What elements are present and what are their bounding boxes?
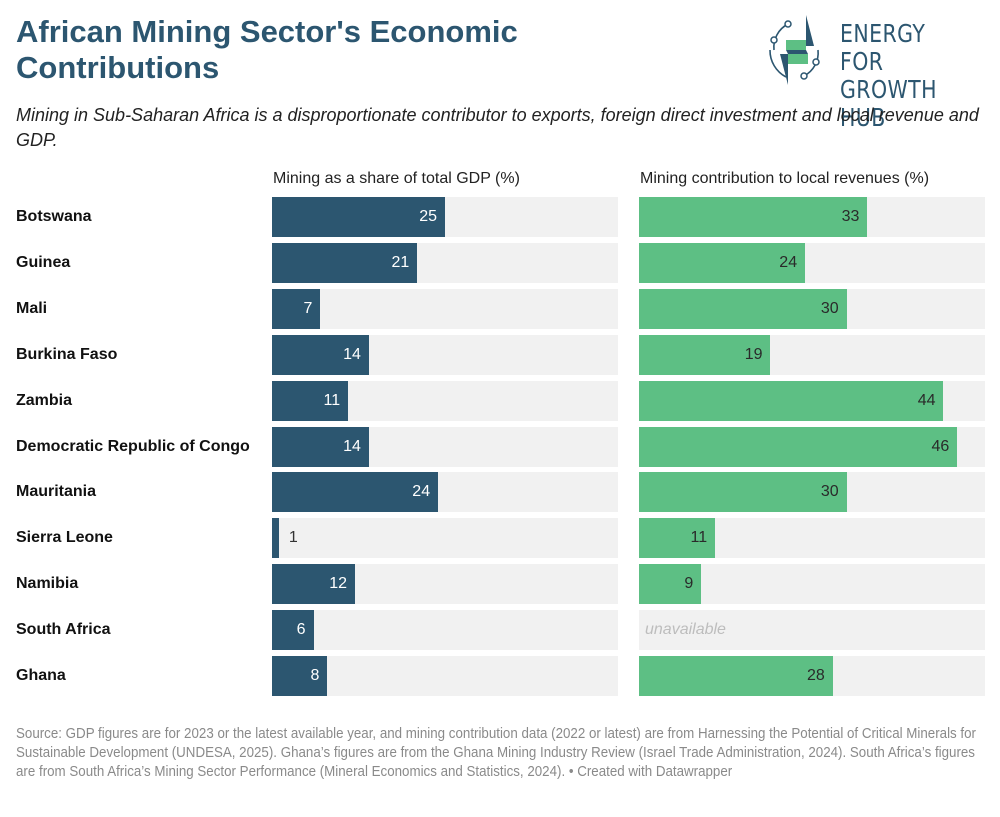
gdp-bar bbox=[272, 472, 439, 512]
logo-line-2: GROWTH HUB bbox=[840, 75, 937, 132]
gdp-value-label: 8 bbox=[310, 667, 320, 684]
gdp-bar-track: 8 bbox=[272, 656, 618, 696]
revenue-column-header: Mining contribution to local revenues (%… bbox=[640, 170, 930, 187]
revenue-bar bbox=[639, 197, 868, 237]
gdp-bar-track: 14 bbox=[272, 427, 618, 467]
gdp-bar-track: 25 bbox=[272, 197, 618, 237]
revenue-bar-track: 30 bbox=[639, 289, 985, 329]
gdp-bar bbox=[272, 656, 328, 696]
revenue-bar bbox=[639, 472, 847, 512]
gdp-bar bbox=[272, 564, 356, 604]
row-label: Zambia bbox=[16, 392, 73, 409]
revenue-bar bbox=[639, 656, 833, 696]
revenue-value-label: 30 bbox=[820, 483, 839, 500]
revenue-bar bbox=[639, 381, 944, 421]
gdp-bar bbox=[272, 289, 321, 329]
revenue-bar-track: unavailable bbox=[639, 610, 985, 650]
chart-title: African Mining Sector's Economic Contrib… bbox=[16, 14, 518, 85]
revenue-bar-track: 30 bbox=[639, 472, 985, 512]
revenue-bar bbox=[639, 518, 716, 558]
gdp-bar bbox=[272, 335, 369, 375]
gdp-value-label: 7 bbox=[303, 300, 313, 317]
revenue-value-label: 11 bbox=[690, 529, 708, 546]
gdp-value-label: 14 bbox=[343, 438, 361, 455]
gdp-bar-track: 7 bbox=[272, 289, 618, 329]
energy-for-growth-hub-logo: ENERGY FOR GROWTH HUB bbox=[764, 10, 994, 132]
gdp-bar bbox=[272, 610, 314, 650]
revenue-bar bbox=[639, 564, 702, 604]
row-label: Botswana bbox=[16, 208, 92, 225]
revenue-value-label: 30 bbox=[820, 300, 839, 317]
gdp-bar bbox=[272, 427, 369, 467]
gdp-bar bbox=[272, 197, 445, 237]
gdp-bar-track: 24 bbox=[272, 472, 618, 512]
row-label: Ghana bbox=[16, 667, 66, 684]
revenue-bar-track: 33 bbox=[639, 197, 985, 237]
revenue-bar bbox=[639, 243, 806, 283]
logo-line-1: ENERGY FOR bbox=[840, 19, 926, 76]
row-label: Democratic Republic of Congo bbox=[16, 438, 250, 455]
revenue-value-label: 19 bbox=[744, 346, 763, 363]
logo-mark-icon bbox=[769, 15, 820, 85]
revenue-value-label: 24 bbox=[779, 254, 798, 271]
revenue-bar-track: 24 bbox=[639, 243, 985, 283]
gdp-value-label: 25 bbox=[419, 208, 437, 225]
row-label: Sierra Leone bbox=[16, 529, 113, 546]
logo-wordmark: ENERGY FOR GROWTH HUB bbox=[840, 20, 966, 132]
gdp-bar bbox=[272, 243, 418, 283]
chart-subtitle: Mining in Sub-Saharan Africa is a dispro… bbox=[16, 105, 979, 150]
gdp-value-label: 21 bbox=[391, 254, 410, 271]
gdp-value-label: 12 bbox=[329, 575, 348, 592]
revenue-bar-track: 28 bbox=[639, 656, 985, 696]
revenue-bar-track: 11 bbox=[639, 518, 985, 558]
gdp-bar-track: 12 bbox=[272, 564, 618, 604]
revenue-bar-track: 44 bbox=[639, 381, 985, 421]
row-label: Mauritania bbox=[16, 483, 97, 500]
row-label: Namibia bbox=[16, 575, 79, 592]
gdp-bar-track: 6 bbox=[272, 610, 618, 650]
gdp-bar-track: 14 bbox=[272, 335, 618, 375]
revenue-bar bbox=[639, 289, 847, 329]
row-label: South Africa bbox=[16, 621, 111, 638]
gdp-bar bbox=[272, 518, 279, 558]
gdp-bar-track: 11 bbox=[272, 381, 618, 421]
revenue-value-label: 44 bbox=[917, 392, 936, 409]
revenue-bar-track: 9 bbox=[639, 564, 985, 604]
revenue-value-label: 9 bbox=[684, 575, 694, 592]
row-label: Guinea bbox=[16, 254, 71, 271]
gdp-value-label: 6 bbox=[296, 621, 306, 638]
revenue-bar-track: 19 bbox=[639, 335, 985, 375]
revenue-value-label: 46 bbox=[931, 438, 950, 455]
gdp-bar bbox=[272, 381, 349, 421]
row-label: Burkina Faso bbox=[16, 346, 118, 363]
revenue-bar bbox=[639, 335, 771, 375]
gdp-value-label: 11 bbox=[323, 392, 341, 409]
gdp-column-header: Mining as a share of total GDP (%) bbox=[273, 170, 520, 187]
revenue-value-label: 33 bbox=[841, 208, 860, 225]
row-label: Mali bbox=[16, 300, 48, 317]
gdp-value-label: 14 bbox=[343, 346, 361, 363]
revenue-value-label: 28 bbox=[806, 667, 825, 684]
gdp-value-label: 1 bbox=[288, 529, 298, 546]
revenue-bar bbox=[639, 427, 958, 467]
revenue-bar-track: 46 bbox=[639, 427, 985, 467]
gdp-bar-track: 1 bbox=[272, 518, 618, 558]
gdp-value-label: 24 bbox=[412, 483, 431, 500]
gdp-bar-track: 21 bbox=[272, 243, 618, 283]
unavailable-label: unavailable bbox=[645, 621, 726, 638]
source-note: Source: GDP figures are for 2023 or the … bbox=[16, 726, 976, 780]
